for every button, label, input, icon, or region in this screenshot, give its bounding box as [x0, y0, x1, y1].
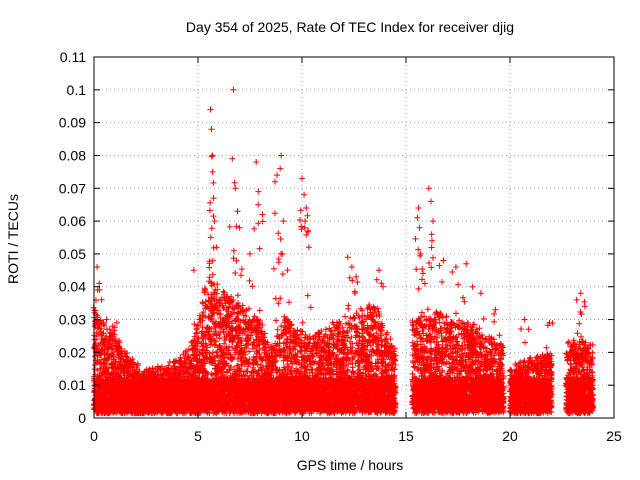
- points-layer: [90, 86, 597, 417]
- data-point: [222, 337, 229, 344]
- data-point: [199, 343, 206, 350]
- data-point: [220, 288, 227, 295]
- chart-title: Day 354 of 2025, Rate Of TEC Index for r…: [186, 19, 514, 35]
- data-point: [104, 326, 110, 333]
- data-point: [217, 311, 224, 318]
